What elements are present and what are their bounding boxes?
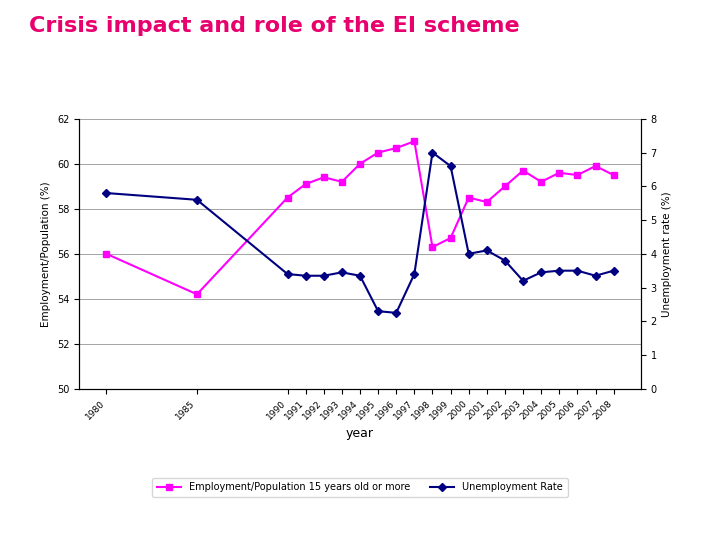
Employment/Population 15 years old or more [464,194,473,201]
Unemployment Rate [374,308,382,314]
Unemployment Rate [591,273,600,279]
Line: Employment/Population 15 years old or more: Employment/Population 15 years old or mo… [103,138,617,298]
Unemployment Rate [356,273,364,279]
Employment/Population 15 years old or more [428,244,437,250]
X-axis label: year: year [346,427,374,440]
Unemployment Rate [482,247,491,254]
Unemployment Rate [410,271,418,277]
Unemployment Rate [609,267,618,274]
Employment/Population 15 years old or more [555,170,564,176]
Employment/Population 15 years old or more [518,167,527,174]
Unemployment Rate [338,269,346,275]
Y-axis label: Employment/Population (%): Employment/Population (%) [42,181,51,327]
Unemployment Rate [500,257,509,264]
Employment/Population 15 years old or more [591,163,600,169]
Employment/Population 15 years old or more [500,183,509,190]
Employment/Population 15 years old or more [102,251,111,257]
Unemployment Rate [193,197,202,203]
Unemployment Rate [302,273,310,279]
Unemployment Rate [446,163,455,169]
Unemployment Rate [102,190,111,196]
Employment/Population 15 years old or more [302,181,310,187]
Employment/Population 15 years old or more [283,194,292,201]
Text: Crisis impact and role of the EI scheme: Crisis impact and role of the EI scheme [29,16,519,36]
Unemployment Rate [320,273,328,279]
Unemployment Rate [573,267,582,274]
Employment/Population 15 years old or more [374,149,382,156]
Employment/Population 15 years old or more [609,172,618,178]
Unemployment Rate [428,149,437,156]
Unemployment Rate [555,267,564,274]
Employment/Population 15 years old or more [482,199,491,205]
Unemployment Rate [537,269,546,275]
Y-axis label: Unemployment rate (%): Unemployment rate (%) [662,191,672,316]
Employment/Population 15 years old or more [410,138,418,145]
Employment/Population 15 years old or more [392,145,400,151]
Legend: Employment/Population 15 years old or more, Unemployment Rate: Employment/Population 15 years old or mo… [153,477,567,497]
Unemployment Rate [283,271,292,277]
Unemployment Rate [464,251,473,257]
Employment/Population 15 years old or more [446,235,455,241]
Line: Unemployment Rate: Unemployment Rate [104,150,616,316]
Unemployment Rate [392,309,400,316]
Unemployment Rate [518,278,527,284]
Employment/Population 15 years old or more [338,179,346,185]
Employment/Population 15 years old or more [573,172,582,178]
Employment/Population 15 years old or more [537,179,546,185]
Employment/Population 15 years old or more [193,291,202,298]
Employment/Population 15 years old or more [356,160,364,167]
Employment/Population 15 years old or more [320,174,328,180]
